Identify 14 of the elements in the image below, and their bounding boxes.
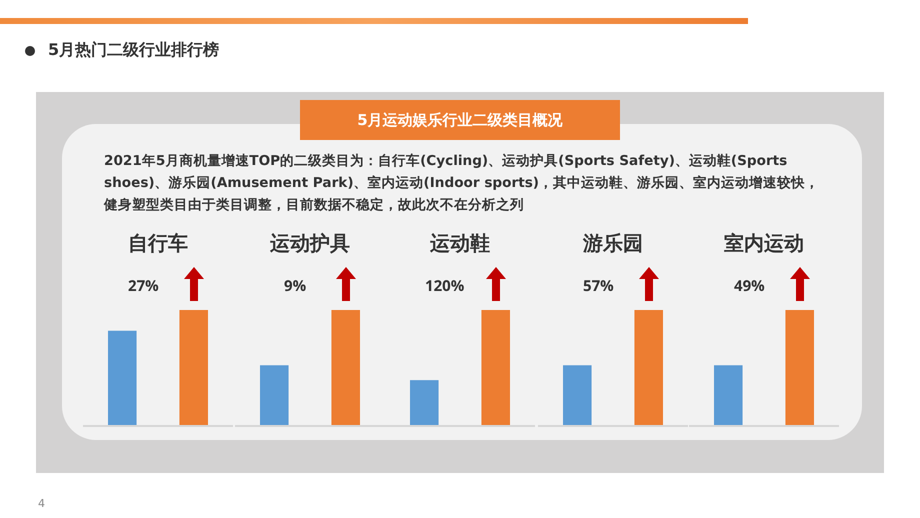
text: 5月热门二级行业排行榜 xyxy=(48,40,220,61)
text: 120% xyxy=(425,276,465,296)
chart-title: 自行车 xyxy=(128,229,188,256)
text: 9% xyxy=(284,276,307,296)
text: 27% xyxy=(128,276,160,296)
text: 57% xyxy=(583,276,614,296)
text: 5月运动娱乐行业二级类目概况 xyxy=(300,100,620,140)
chart-title: 室内运动 xyxy=(724,229,804,256)
chart-title: 游乐园 xyxy=(582,229,643,256)
text: 49% xyxy=(734,276,766,296)
text: 2021年5月商机量增速TOP的二级类目为：自行车(Cycling)、运动护具(Sports Safety)、运动鞋(Sports shoes)、游乐园(Amusement Park)、室内运动(Indoor sports)，其中运动鞋、游乐园、室内运动增速较快，健身塑型类目由于类目调整，目前数据不稳定，故此次不在分析之列 xyxy=(104,152,820,215)
chart-title: 运动护具 xyxy=(269,229,350,256)
chart-title: 运动鞋 xyxy=(429,229,490,256)
text: 4 xyxy=(38,497,45,510)
